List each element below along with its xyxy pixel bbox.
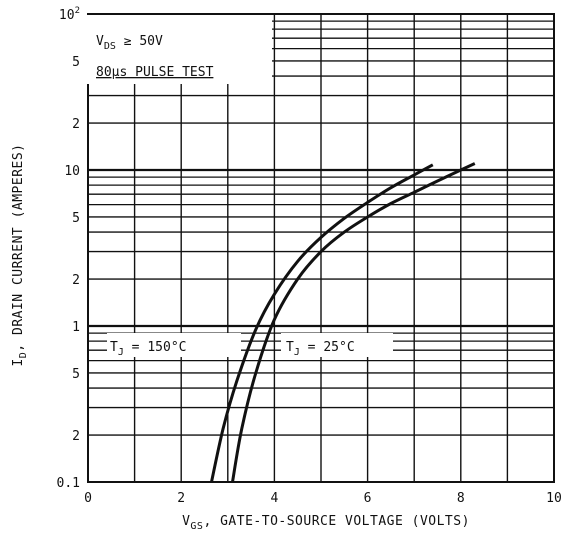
- x-tick-labels: 0 2 4 6 8 10: [84, 491, 562, 506]
- y-tick-labels: 102 5 2 10 5 2 1 5 2 0.1: [57, 6, 80, 491]
- y-tick-label: 2: [72, 273, 80, 288]
- y-tick-label: 10: [64, 164, 80, 179]
- y-tick-label: 5: [72, 211, 80, 226]
- y-tick-label: 5: [72, 55, 80, 70]
- conditions-pulse: 80μs PULSE TEST: [96, 65, 214, 80]
- y-tick-label: 102: [59, 6, 80, 23]
- x-tick-label: 2: [177, 491, 185, 506]
- series-label-150: TJ = 150°C: [110, 340, 186, 358]
- grid: [88, 14, 554, 482]
- y-tick-label: 2: [72, 429, 80, 444]
- series-label-25-bg: [281, 333, 393, 357]
- x-axis-title: VGS, GATE-TO-SOURCE VOLTAGE (VOLTS): [182, 514, 470, 532]
- y-axis-title: ID, DRAIN CURRENT (AMPERES): [11, 143, 29, 366]
- series-label-25: TJ = 25°C: [286, 340, 355, 358]
- series-label-150-bg: [107, 333, 241, 357]
- y-tick-label: 5: [72, 367, 80, 382]
- conditions-vds: VDS ≥ 50V: [96, 34, 163, 52]
- x-tick-label: 10: [546, 491, 562, 506]
- plot-frame: [87, 13, 555, 483]
- y-tick-label: 0.1: [57, 476, 80, 491]
- x-tick-label: 6: [364, 491, 372, 506]
- curves: [210, 162, 476, 483]
- x-tick-label: 0: [84, 491, 92, 506]
- x-tick-label: 8: [457, 491, 465, 506]
- series-line-0: [210, 163, 434, 483]
- conditions-box: [86, 15, 272, 84]
- y-tick-label: 1: [72, 320, 80, 335]
- series-line-1: [231, 162, 476, 483]
- x-tick-label: 4: [270, 491, 278, 506]
- y-tick-label: 2: [72, 117, 80, 132]
